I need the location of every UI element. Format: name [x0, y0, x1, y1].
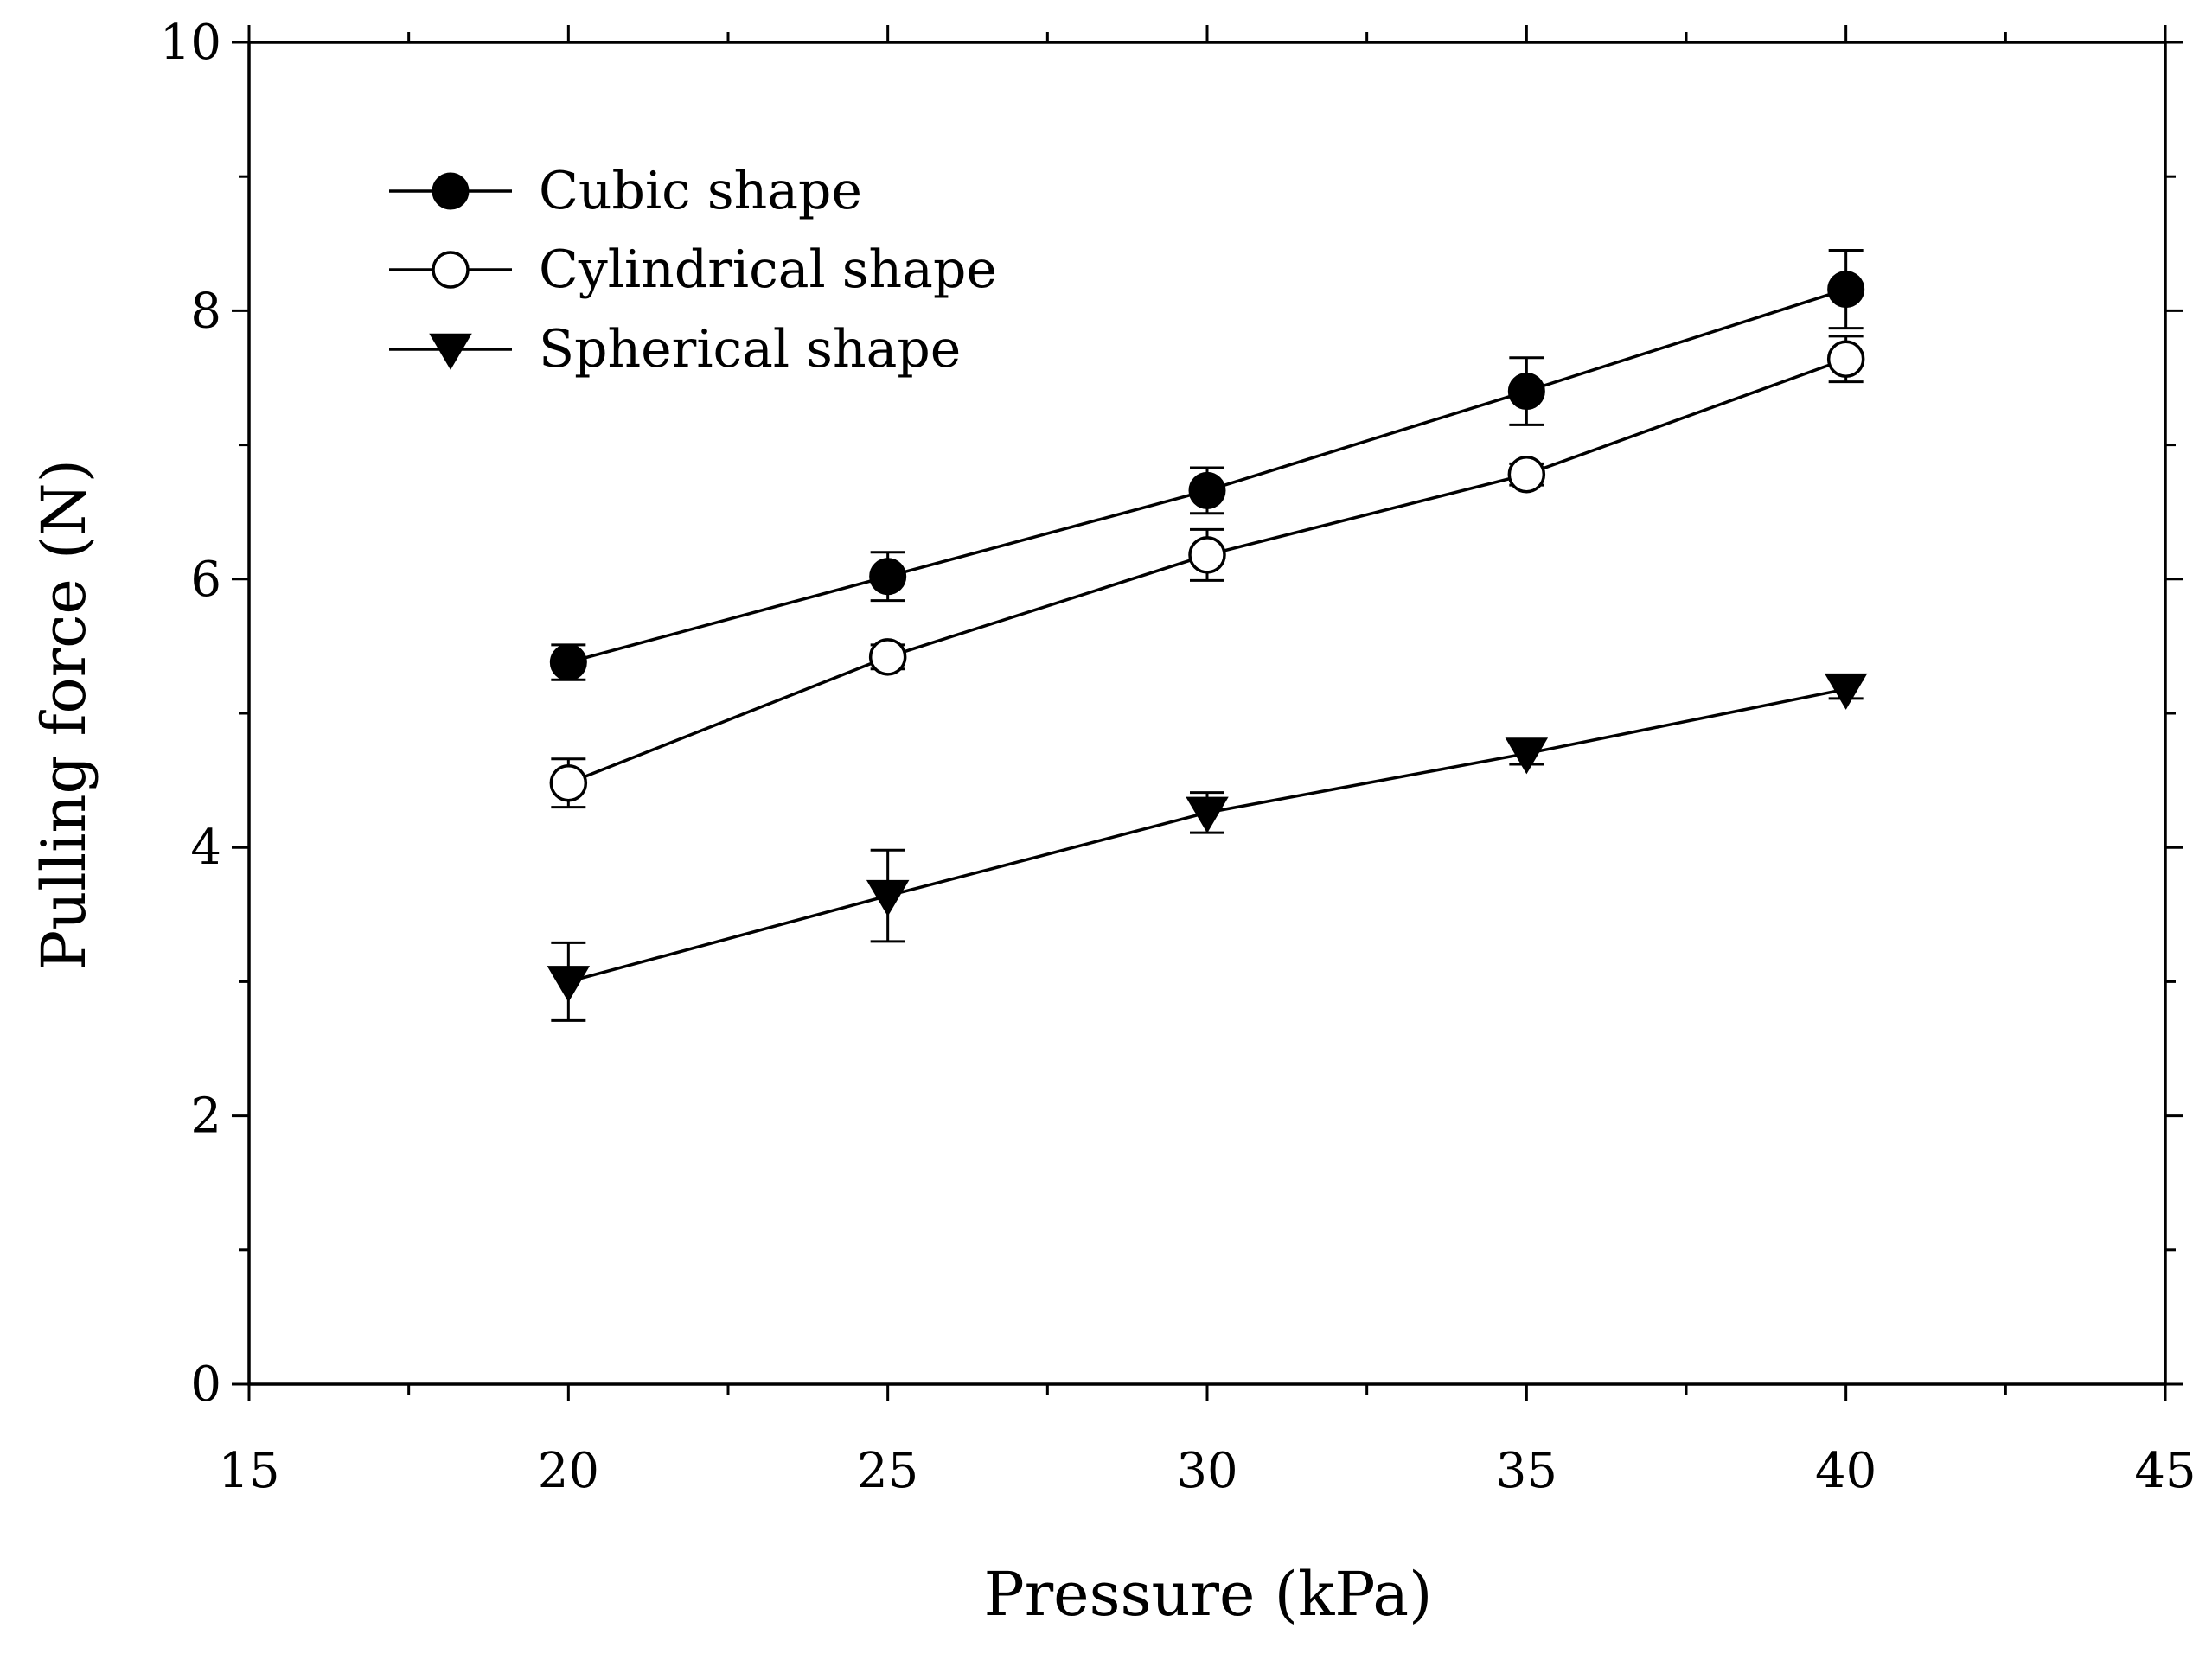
legend-label: Cylindrical shape: [539, 239, 997, 300]
legend-label: Spherical shape: [539, 319, 961, 380]
data-point: [549, 643, 587, 681]
data-point: [1188, 471, 1226, 509]
data-point: [1507, 373, 1545, 411]
y-tick-label: 4: [190, 820, 221, 876]
data-point: [866, 879, 910, 916]
axis-tick-labels: 15 20 25 30 35 40 45 0 2 4 6 8 10: [160, 15, 2196, 1499]
y-tick-label: 0: [190, 1357, 221, 1413]
x-tick-label: 20: [538, 1443, 599, 1499]
x-tick-label: 45: [2134, 1443, 2196, 1499]
x-tick-label: 25: [857, 1443, 918, 1499]
x-tick-label: 35: [1496, 1443, 1557, 1499]
y-tick-label: 10: [160, 15, 221, 71]
legend-label: Cubic shape: [539, 161, 862, 221]
data-point: [1186, 796, 1229, 833]
legend-marker: [432, 172, 470, 210]
legend-marker: [429, 333, 472, 370]
data-point: [549, 763, 588, 802]
data-point: [1505, 737, 1549, 775]
y-tick-label: 6: [190, 552, 221, 608]
data-point: [868, 638, 907, 676]
data-point: [1827, 271, 1865, 309]
legend: Cubic shape Cylindrical shape Spherical sh…: [389, 161, 997, 380]
x-tick-label: 15: [218, 1443, 279, 1499]
data-point: [547, 966, 591, 1003]
legend-entry: Spherical shape: [389, 319, 961, 380]
data-point: [1507, 455, 1546, 494]
series-1: [549, 249, 1865, 681]
data-point: [1824, 673, 1868, 710]
data-point: [869, 558, 907, 596]
y-tick-label: 8: [190, 283, 221, 339]
legend-marker: [432, 251, 470, 289]
data-series: [547, 249, 1868, 1022]
legend-entry: Cubic shape: [389, 161, 862, 221]
series-3: [547, 673, 1868, 1022]
axis-ticks: [232, 25, 2183, 1401]
data-point: [1826, 340, 1865, 379]
series-2: [549, 335, 1865, 809]
x-tick-label: 40: [1815, 1443, 1876, 1499]
data-point: [1188, 536, 1226, 574]
x-axis-title: Pressure (kPa): [984, 1559, 1433, 1630]
x-tick-label: 30: [1176, 1443, 1237, 1499]
y-axis-title: Pulling force (N): [29, 459, 99, 971]
legend-entry: Cylindrical shape: [389, 239, 997, 300]
y-tick-label: 2: [190, 1089, 221, 1145]
